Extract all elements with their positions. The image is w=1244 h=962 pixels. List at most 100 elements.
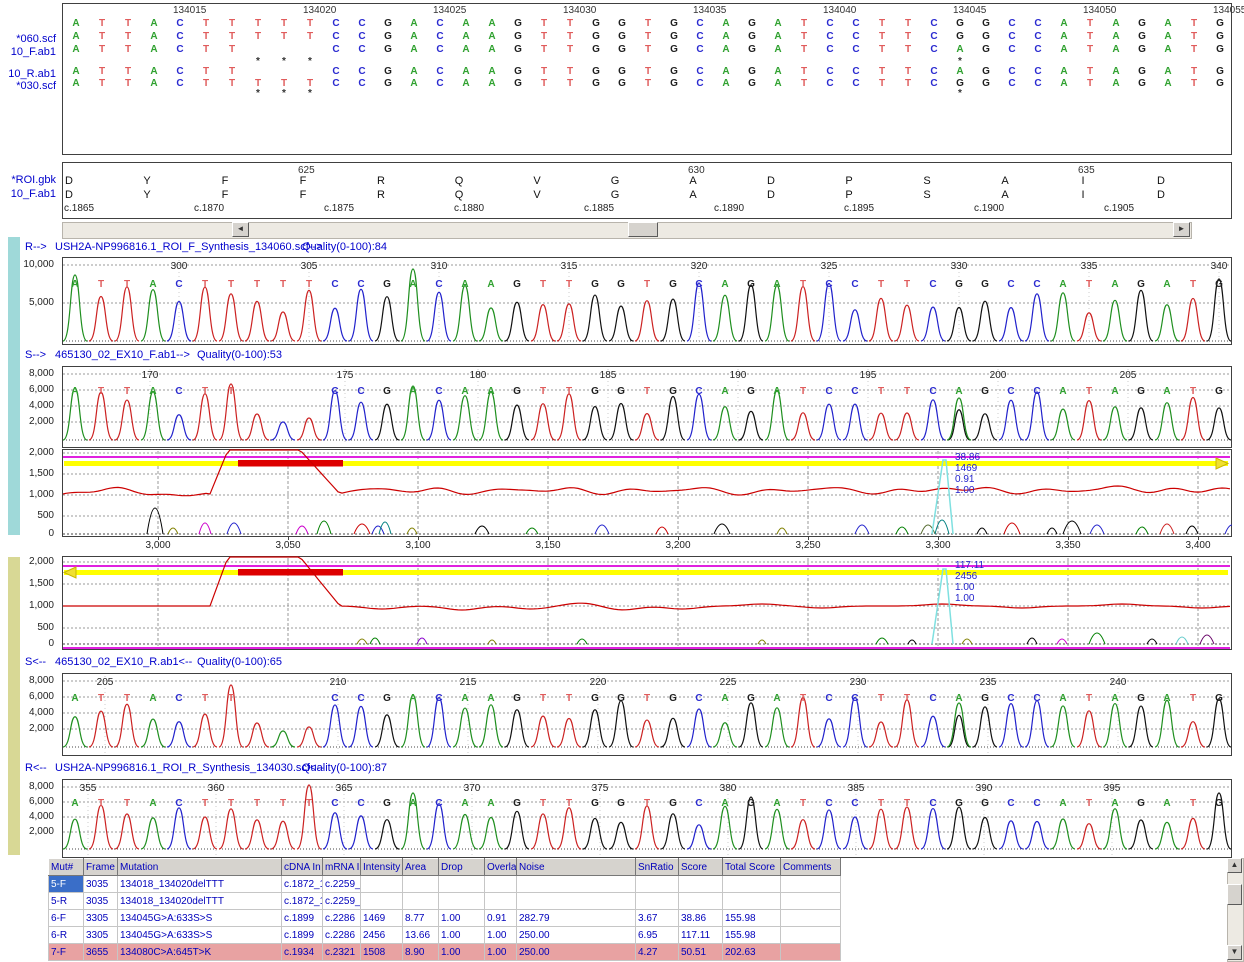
amino-acid-panel[interactable] (62, 162, 1232, 219)
table-cell[interactable]: 5-R (48, 892, 84, 910)
chromatogram-trace-1[interactable]: 300 305 310 315 320 325 330 335 340 A T T A C T T T T T C C G… (62, 257, 1232, 345)
table-cell[interactable]: 134045G>A:633S>S (117, 909, 282, 927)
column-header[interactable]: Mut# (48, 858, 84, 876)
mutation-row[interactable]: 6-F 3305 134045G>A:633S>S c.1899 c.2286 1469 8… (48, 909, 841, 927)
scroll-right-button[interactable]: ► (1173, 222, 1190, 237)
table-cell[interactable]: 2456 (360, 926, 403, 944)
scroll-thumb[interactable] (628, 222, 658, 237)
table-cell[interactable]: 134018_134020delTTT (117, 892, 282, 910)
table-cell[interactable]: c.1872_1 (281, 892, 323, 910)
mutation-row[interactable]: 5-F 3035 134018_134020delTTT c.1872_1 c.2259… (48, 875, 841, 893)
table-cell[interactable]: 0.91 (484, 909, 517, 927)
column-header[interactable]: Intensity (360, 858, 403, 876)
trace1-filename[interactable]: USH2A-NP996816.1_ROI_F_Synthesis_134060.… (55, 241, 323, 253)
table-cell[interactable] (360, 875, 403, 893)
trace5-filename[interactable]: 465130_02_EX10_R.ab1<-- (55, 656, 193, 668)
table-cell[interactable]: c.1934 (281, 943, 323, 961)
table-cell[interactable]: 282.79 (516, 909, 636, 927)
table-cell[interactable] (635, 892, 679, 910)
alignment-row-label[interactable]: 10_R.ab1 (8, 68, 56, 80)
table-cell[interactable]: 1.00 (484, 926, 517, 944)
column-header[interactable]: Area (402, 858, 439, 876)
table-cell[interactable] (516, 892, 636, 910)
table-cell[interactable]: 3035 (83, 892, 118, 910)
table-cell[interactable]: c.1872_1 (281, 875, 323, 893)
column-header[interactable]: Frame (83, 858, 118, 876)
table-cell[interactable]: c.2321 (322, 943, 361, 961)
table-cell[interactable]: 50.51 (678, 943, 723, 961)
table-cell[interactable]: 8.77 (402, 909, 439, 927)
mutation-row[interactable]: 7-F 3655 134080C>A:645T>K c.1934 c.2321 1508 8… (48, 943, 841, 961)
column-header[interactable]: Overlap (484, 858, 517, 876)
table-cell[interactable]: 1.00 (438, 909, 485, 927)
column-header[interactable]: Comments (780, 858, 841, 876)
table-cell[interactable] (678, 875, 723, 893)
table-cell[interactable]: c.2286 (322, 926, 361, 944)
mutation-comparison-trace-1[interactable] (62, 449, 1232, 537)
column-header[interactable]: Noise (516, 858, 636, 876)
table-cell[interactable]: 117.11 (678, 926, 723, 944)
table-cell[interactable]: 5-F (48, 875, 84, 893)
table-cell[interactable]: 155.98 (722, 909, 781, 927)
chromatogram-trace-3[interactable]: 205 210 215 220 225 230 235 240 A T T A C T T C C G A C A A G T… (62, 673, 1232, 756)
table-cell[interactable]: c.2259_2 (322, 875, 361, 893)
table-cell[interactable]: 1469 (360, 909, 403, 927)
mutation-row[interactable]: 6-R 3305 134045G>A:633S>S c.1899 c.2286 2456 1… (48, 926, 841, 944)
chromatogram-trace-4[interactable]: 355 360 365 370 375 380 385 390 395 A T T A C T T T T T C C G… (62, 779, 1232, 858)
table-cell[interactable]: 134045G>A:633S>S (117, 926, 282, 944)
table-cell[interactable]: 202.63 (722, 943, 781, 961)
table-cell[interactable]: 1.00 (438, 943, 485, 961)
table-cell[interactable]: c.2286 (322, 909, 361, 927)
table-cell[interactable] (780, 909, 841, 927)
table-cell[interactable]: 7-F (48, 943, 84, 961)
table-cell[interactable] (635, 875, 679, 893)
alignment-row-label[interactable]: *060.scf (16, 33, 56, 45)
scroll-left-button[interactable]: ◄ (232, 222, 249, 237)
alignment-row-label[interactable]: 10_F.ab1 (10, 46, 56, 58)
table-cell[interactable]: 250.00 (516, 943, 636, 961)
table-cell[interactable]: 3.67 (635, 909, 679, 927)
table-cell[interactable]: 6.95 (635, 926, 679, 944)
table-cell[interactable] (484, 892, 517, 910)
table-cell[interactable] (484, 875, 517, 893)
table-scroll-down-button[interactable]: ▼ (1227, 945, 1242, 960)
column-header[interactable]: Drop (438, 858, 485, 876)
table-cell[interactable]: 1.00 (484, 943, 517, 961)
table-cell[interactable]: 38.86 (678, 909, 723, 927)
table-cell[interactable] (360, 892, 403, 910)
trace2-filename[interactable]: 465130_02_EX10_F.ab1--> (55, 349, 190, 361)
table-cell[interactable]: 250.00 (516, 926, 636, 944)
table-cell[interactable] (722, 892, 781, 910)
sequence-alignment-panel[interactable] (62, 3, 1232, 155)
table-cell[interactable] (722, 875, 781, 893)
table-cell[interactable] (678, 892, 723, 910)
table-cell[interactable] (780, 943, 841, 961)
table-cell[interactable] (780, 926, 841, 944)
table-cell[interactable]: c.1899 (281, 909, 323, 927)
table-cell[interactable]: 1508 (360, 943, 403, 961)
column-header[interactable]: Total Score (722, 858, 781, 876)
table-cell[interactable] (780, 892, 841, 910)
table-scroll-up-button[interactable]: ▲ (1227, 858, 1242, 873)
table-cell[interactable]: 3305 (83, 909, 118, 927)
trace6-filename[interactable]: USH2A-NP996816.1_ROI_R_Synthesis_134030.… (55, 762, 324, 774)
table-cell[interactable] (438, 892, 485, 910)
table-cell[interactable]: 6-R (48, 926, 84, 944)
table-cell[interactable]: 134080C>A:645T>K (117, 943, 282, 961)
table-cell[interactable]: 134018_134020delTTT (117, 875, 282, 893)
table-cell[interactable]: 6-F (48, 909, 84, 927)
mutation-row[interactable]: 5-R 3035 134018_134020delTTT c.1872_1 c.2259… (48, 892, 841, 910)
table-cell[interactable]: 4.27 (635, 943, 679, 961)
table-cell[interactable]: 8.90 (402, 943, 439, 961)
table-cell[interactable] (780, 875, 841, 893)
protein-row-label[interactable]: 10_F.ab1 (10, 188, 56, 200)
table-cell[interactable]: c.1899 (281, 926, 323, 944)
table-cell[interactable]: 155.98 (722, 926, 781, 944)
column-header[interactable]: SnRatio (635, 858, 679, 876)
mutation-comparison-trace-2[interactable] (62, 556, 1232, 650)
table-cell[interactable] (402, 875, 439, 893)
table-cell[interactable]: c.2259_2 (322, 892, 361, 910)
table-cell[interactable] (516, 875, 636, 893)
column-header[interactable]: mRNA In (322, 858, 361, 876)
